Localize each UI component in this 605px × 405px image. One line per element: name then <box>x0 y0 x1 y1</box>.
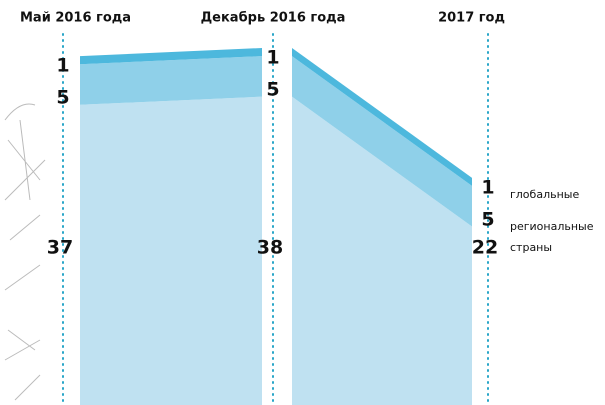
value-label: 37 <box>47 237 73 259</box>
value-label: 1 <box>56 55 69 77</box>
value-label: 1 <box>266 47 279 69</box>
area-segment <box>80 56 262 105</box>
column-header: Декабрь 2016 года <box>201 11 346 26</box>
sketch-decoration <box>4 103 46 401</box>
column-header: Май 2016 года <box>20 11 131 26</box>
area-segment <box>292 96 472 405</box>
area-segment <box>80 48 262 65</box>
value-label: 22 <box>472 237 498 259</box>
column-header: 2017 год <box>438 11 505 26</box>
value-label: 38 <box>257 237 283 259</box>
legend-label: глобальные <box>510 188 579 201</box>
legend-label: региональные <box>510 220 594 233</box>
area-segment <box>292 48 472 186</box>
legend-label: страны <box>510 241 552 254</box>
value-label: 5 <box>481 208 494 230</box>
area-segment <box>292 56 472 227</box>
area-segment <box>80 96 262 405</box>
value-label: 5 <box>56 87 69 109</box>
value-label: 1 <box>481 176 494 198</box>
value-label: 5 <box>266 79 279 101</box>
